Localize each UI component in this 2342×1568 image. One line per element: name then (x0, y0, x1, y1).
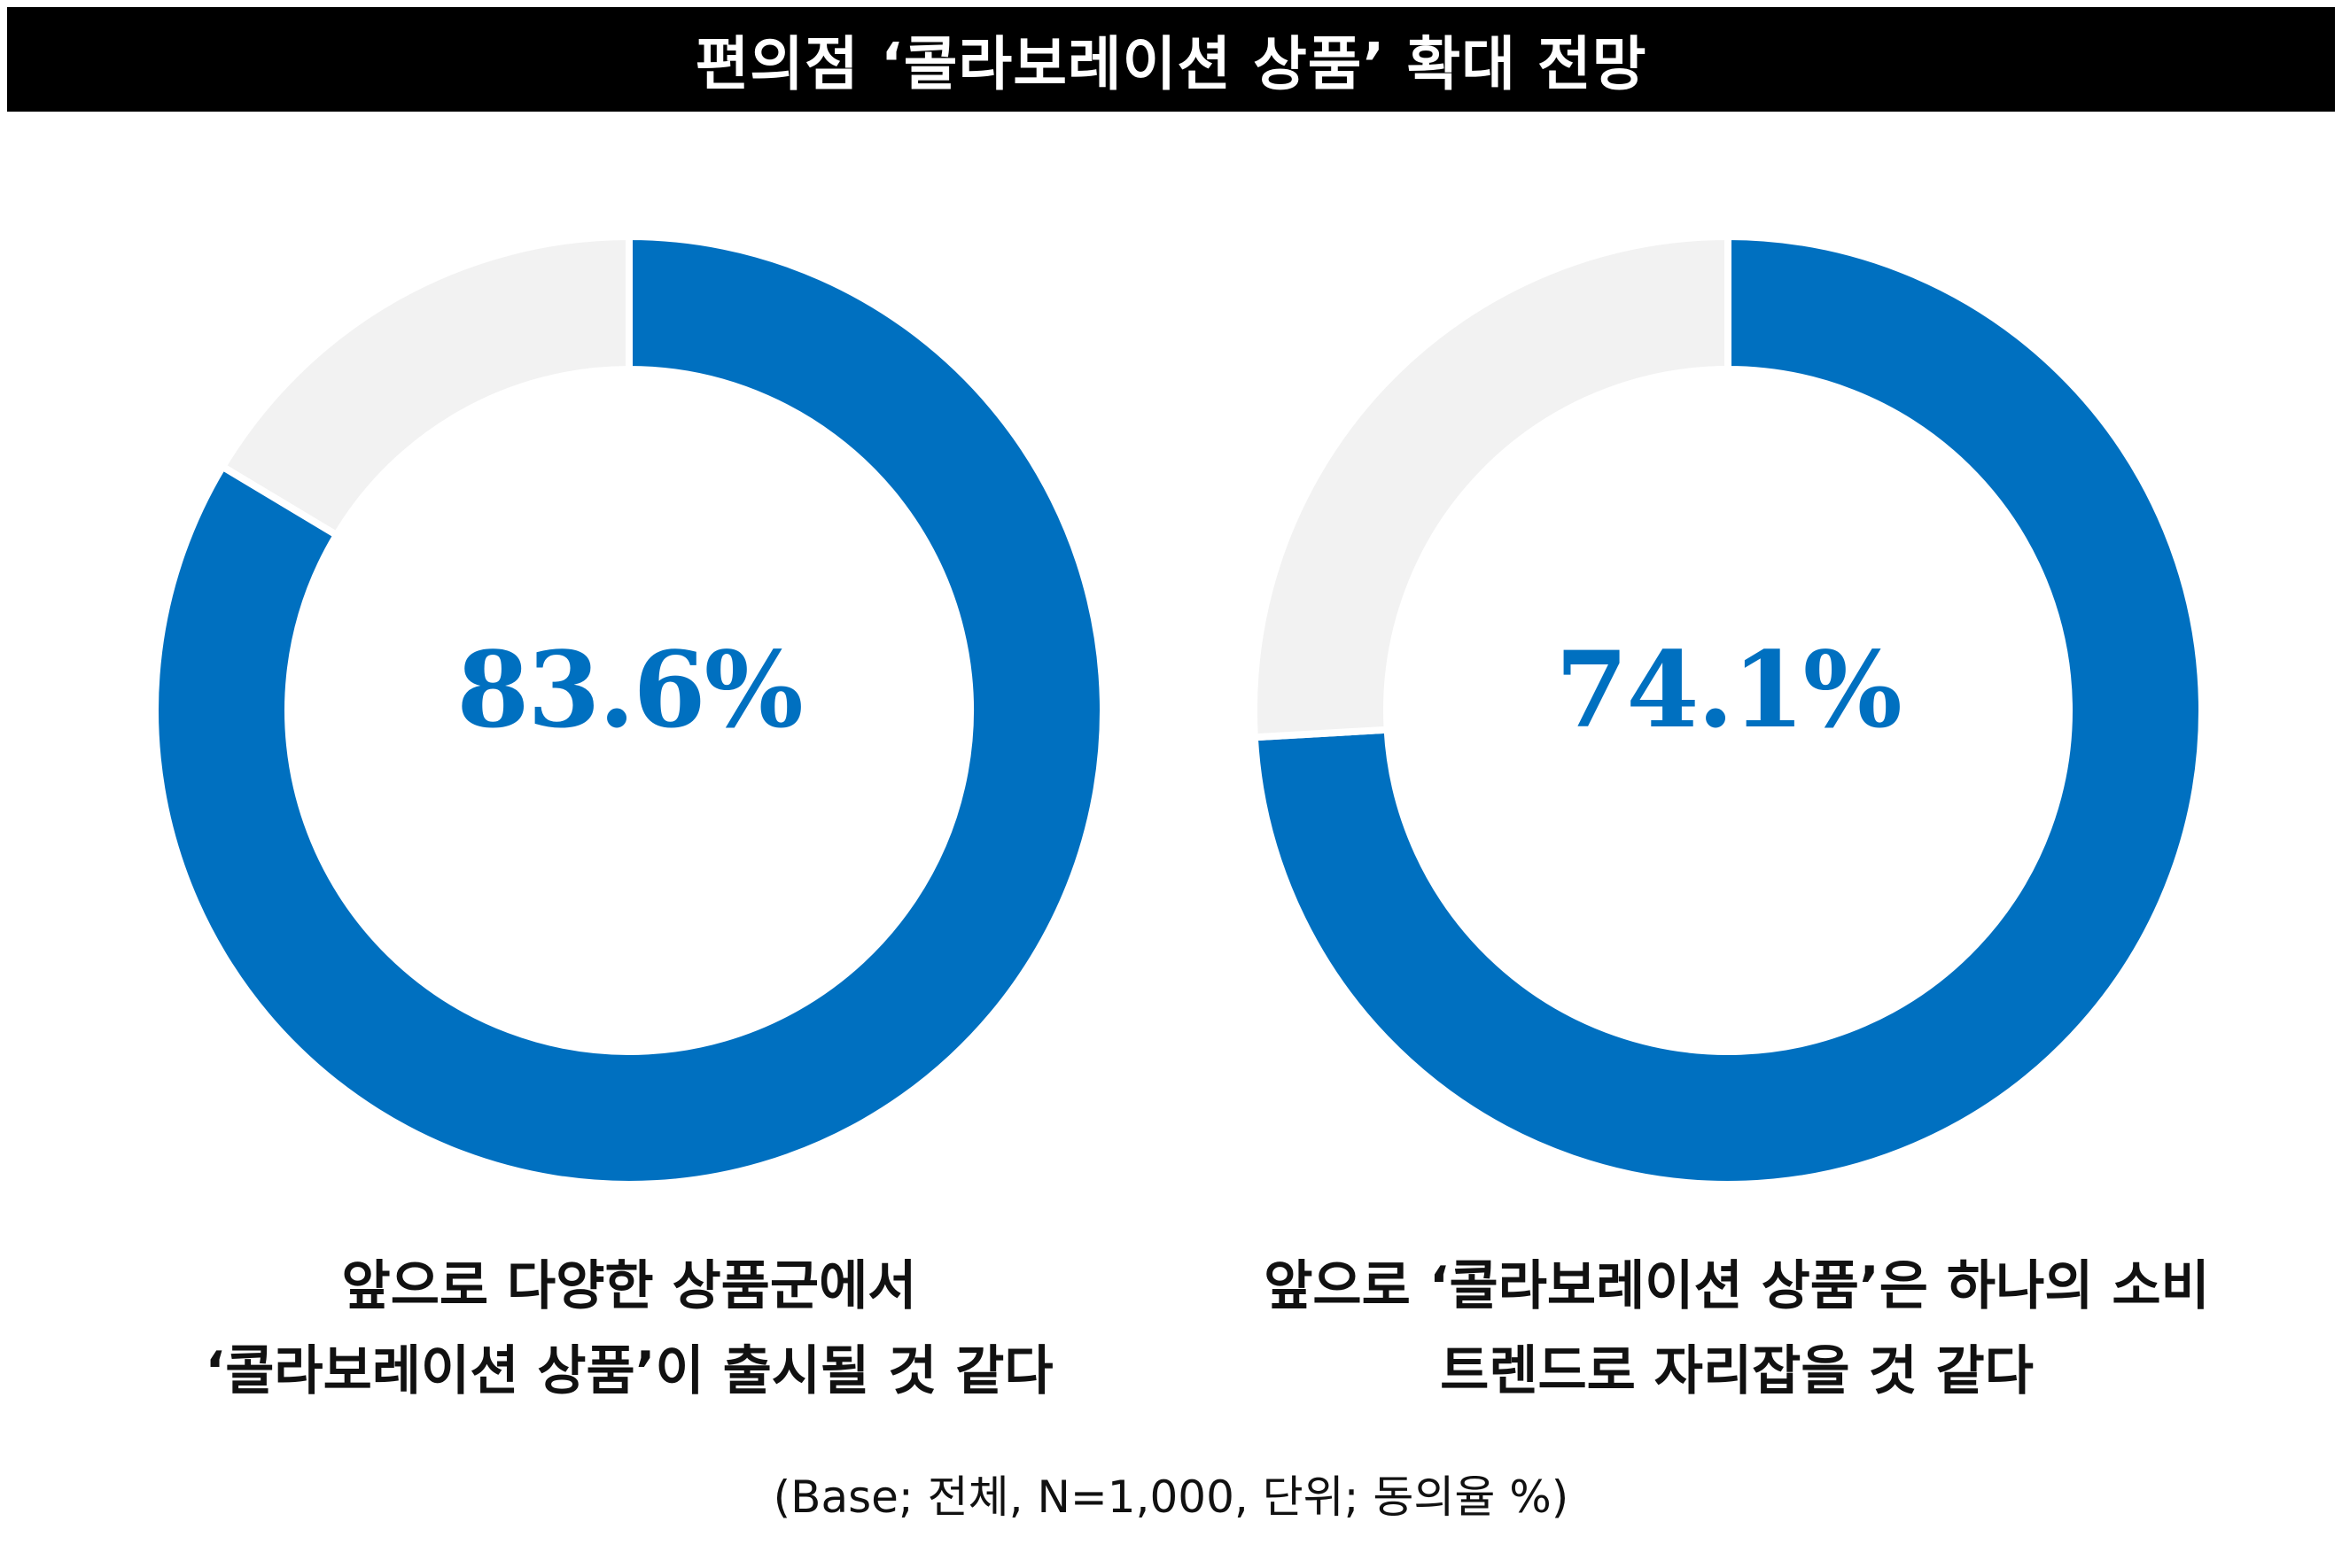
center-value-1: 83.6% (456, 627, 804, 751)
caption-1: 앞으로 다양한 상품군에서 ‘콜라보레이션 상품’이 출시될 것 같다 (80, 1244, 1179, 1414)
donut-chart-2: 74.1% (1249, 232, 2206, 1189)
donut-chart-1: 83.6% (151, 232, 1108, 1189)
center-value-2: 74.1% (1555, 627, 1902, 751)
title-bar: 편의점 ‘콜라보레이션 상품’ 확대 전망 (7, 7, 2335, 112)
footnote: (Base; 전체, N=1,000, 단위; 동의율 %) (773, 1471, 1569, 1523)
caption-2-line-1: 앞으로 ‘콜라보레이션 상품’은 하나의 소비 (1264, 1255, 2210, 1317)
donut-2-slice-2 (1250, 232, 1731, 741)
caption-2: 앞으로 ‘콜라보레이션 상품’은 하나의 소비 트렌드로 자리잡을 것 같다 (1187, 1244, 2286, 1414)
chart-title: 편의점 ‘콜라보레이션 상품’ 확대 전망 (695, 30, 1647, 98)
caption-1-line-1: 앞으로 다양한 상품군에서 (341, 1255, 917, 1317)
caption-2-line-2: 트렌드로 자리잡을 것 같다 (1440, 1340, 2034, 1402)
donut-svg-1 (152, 232, 1107, 1188)
donut-1-slice-2 (217, 232, 633, 540)
caption-1-line-2: ‘콜라보레이션 상품’이 출시될 것 같다 (205, 1340, 1054, 1402)
donut-svg-2 (1250, 232, 2206, 1188)
donut-1-slice-1 (152, 232, 1107, 1188)
donut-2-slice-1 (1250, 232, 2206, 1188)
